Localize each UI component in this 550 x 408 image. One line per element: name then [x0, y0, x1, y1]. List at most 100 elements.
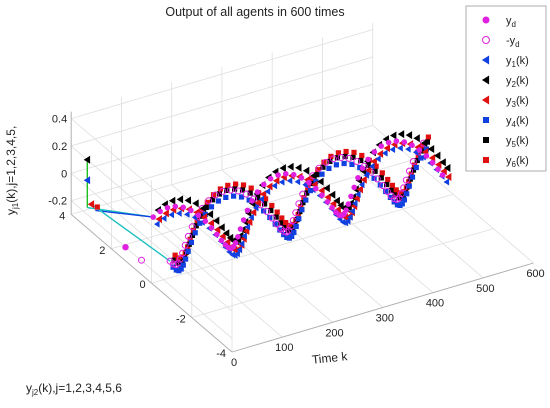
data-point — [238, 240, 245, 248]
data-point — [229, 251, 235, 259]
data-point — [314, 172, 320, 178]
data-point — [283, 171, 289, 177]
legend-marker — [483, 157, 489, 163]
data-point — [445, 173, 452, 181]
y-tick-label: -4 — [216, 348, 226, 360]
legend-item: y2(k) — [481, 75, 529, 89]
data-point — [343, 207, 349, 213]
data-point — [443, 178, 450, 186]
data-point — [333, 196, 340, 205]
data-point — [279, 215, 285, 221]
data-point — [435, 166, 441, 172]
data-point — [202, 218, 209, 224]
data-point — [262, 201, 268, 207]
data-point — [175, 255, 181, 261]
data-point — [425, 134, 431, 140]
data-point — [299, 207, 305, 213]
data-point — [208, 225, 215, 231]
x-tick-label: 500 — [476, 283, 494, 295]
data-point — [231, 193, 237, 199]
data-point — [402, 176, 410, 184]
legend-label-sub: 5 — [512, 140, 517, 149]
data-point — [401, 139, 408, 145]
data-point — [83, 176, 91, 185]
data-point — [258, 195, 264, 203]
data-point — [323, 184, 330, 193]
svg-text:yj1(k),j=1,2,3,4,5,: yj1(k),j=1,2,3,4,5, — [4, 126, 20, 215]
data-point — [356, 185, 363, 194]
data-point — [444, 164, 451, 172]
legend-label-tail: (k) — [516, 155, 529, 167]
data-point — [273, 176, 280, 185]
data-point — [295, 163, 302, 172]
legend-box — [465, 5, 547, 172]
data-point — [188, 223, 196, 231]
data-point — [122, 244, 129, 251]
data-point — [341, 160, 347, 167]
data-point — [387, 194, 393, 200]
data-point — [195, 212, 202, 218]
data-point — [368, 162, 375, 170]
legend-label-main: -y — [506, 35, 516, 47]
data-point — [232, 240, 239, 246]
data-point — [334, 155, 340, 161]
data-point — [299, 190, 307, 198]
data-point — [83, 155, 91, 164]
data-point — [350, 154, 356, 160]
legend-label-sub: 3 — [512, 100, 517, 109]
data-point — [249, 208, 257, 217]
data-point — [390, 195, 398, 203]
data-point — [239, 187, 246, 193]
z-tick-label: 0 — [61, 168, 67, 180]
data-point — [219, 187, 227, 195]
data-point — [326, 165, 332, 171]
legend-label-sub: 1 — [512, 60, 517, 69]
data-point — [164, 204, 171, 211]
data-point — [254, 189, 261, 195]
data-point — [416, 147, 423, 153]
data-point — [418, 155, 424, 161]
data-point — [371, 149, 378, 155]
data-point — [393, 187, 399, 193]
data-point — [343, 148, 349, 155]
legend-item: y6(k) — [483, 155, 529, 169]
data-point — [378, 175, 384, 181]
legend-label-main: y — [506, 115, 512, 127]
data-point — [409, 174, 416, 180]
data-point — [188, 207, 194, 214]
data-point — [155, 215, 162, 224]
data-point — [383, 188, 389, 195]
data-point — [389, 146, 396, 153]
y-tick-label: 0 — [139, 279, 145, 291]
data-point — [87, 200, 95, 209]
data-point — [252, 204, 259, 212]
data-point — [259, 190, 267, 199]
data-point — [216, 191, 222, 197]
tick-labels: 0 100 200 300 400 500 600 -4 -2 0 2 4 -0.2 0 0.2 0.4 — [48, 114, 544, 369]
data-point — [423, 153, 430, 159]
data-point — [246, 218, 253, 226]
legend-marker — [481, 55, 490, 65]
data-point — [268, 207, 274, 214]
data-point — [388, 187, 394, 193]
data-point — [180, 262, 186, 268]
y-axis-label: yj2(k),j=1,2,3,4,5,6 — [26, 381, 122, 397]
z-axis-label: yj1(k),j=1,2,3,4,5, — [4, 126, 20, 215]
legend-label-tail: (k) — [516, 115, 529, 127]
data-point — [345, 154, 353, 162]
z-tick-label: 0.2 — [52, 141, 67, 153]
transient-line — [95, 209, 154, 218]
data-point — [379, 170, 385, 176]
data-point — [401, 197, 407, 203]
data-point — [405, 145, 411, 153]
legend-label-tail: (k) — [516, 55, 529, 67]
grid-line — [71, 125, 373, 215]
data-point — [215, 198, 221, 204]
data-point — [372, 168, 378, 174]
data-point — [213, 225, 221, 234]
data-point — [174, 260, 180, 266]
data-point — [347, 213, 353, 221]
data-point — [435, 160, 442, 169]
